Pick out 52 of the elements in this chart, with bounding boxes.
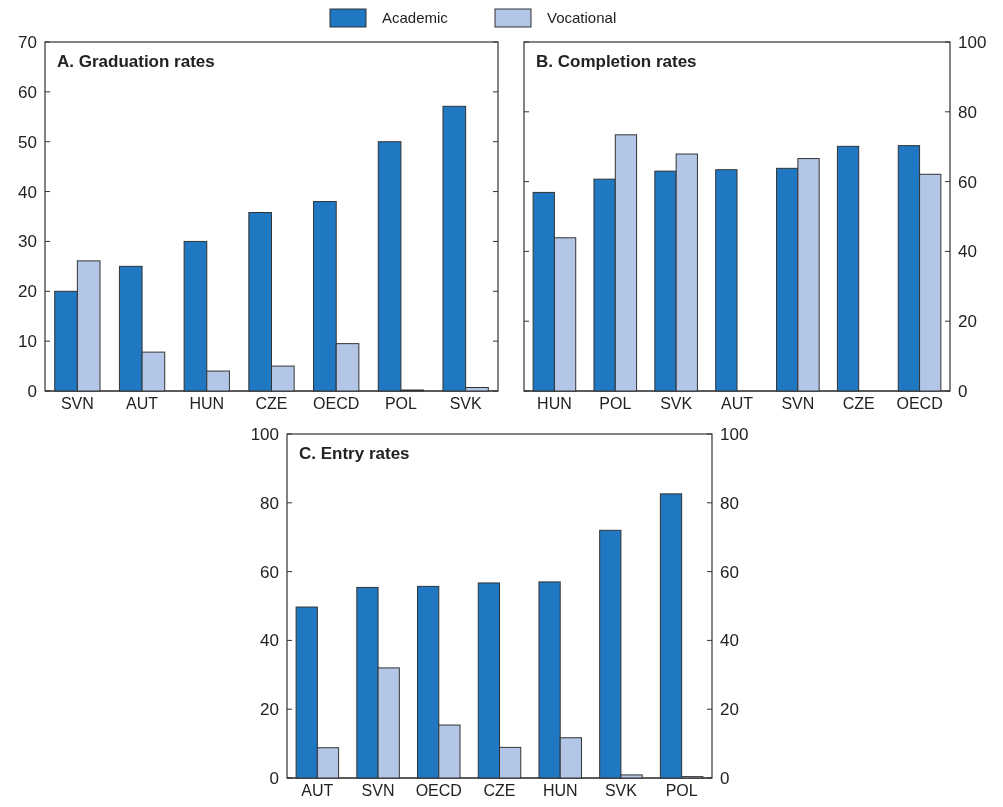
y2-tick-label: 40: [720, 631, 739, 651]
y-tick-label: 20: [18, 282, 37, 302]
y-tick-label: 50: [18, 132, 37, 152]
x-tick-label: POL: [384, 395, 418, 412]
y-tick-label: 60: [18, 82, 37, 102]
text: A. Graduation rates: [57, 52, 215, 71]
y-tick-label: 40: [260, 631, 279, 651]
x-tick-label: AUT: [721, 395, 754, 412]
x-tick-label: HUN: [537, 395, 572, 412]
x-tick-label: CZE: [483, 782, 516, 799]
text: C. Entry rates: [299, 444, 410, 463]
y2-tick-label: 60: [720, 562, 739, 582]
x-tick-label: HUN: [189, 395, 225, 412]
x-tick-label: OECD: [896, 395, 943, 412]
x-tick-label: OECD: [415, 782, 462, 799]
x-tick-label: SVK: [449, 395, 482, 412]
y-tick-label: 100: [250, 424, 279, 444]
legend-label: Academic: [382, 9, 449, 27]
y2-tick-label: 80: [720, 493, 739, 513]
y-tick-label: 0: [269, 768, 279, 788]
x-tick-label: OECD: [313, 395, 360, 412]
y-tick-label: 70: [18, 32, 37, 52]
y2-tick-label: 20: [958, 312, 977, 332]
x-tick-label: SVK: [604, 782, 638, 799]
x-tick-label: POL: [599, 395, 632, 412]
y2-tick-label: 100: [720, 424, 749, 444]
y2-tick-label: 0: [958, 381, 968, 401]
y-tick-label: 40: [18, 182, 37, 202]
y-tick-label: 60: [260, 562, 279, 582]
y-tick-label: 20: [260, 700, 279, 720]
x-tick-label: SVN: [781, 395, 815, 412]
x-tick-label: POL: [665, 782, 698, 799]
y2-tick-label: 100: [958, 32, 987, 52]
text: B. Completion rates: [536, 52, 697, 71]
x-tick-label: SVN: [60, 395, 94, 412]
legend-label: Vocational: [547, 9, 617, 27]
y-tick-label: 0: [27, 381, 37, 401]
x-tick-label: SVN: [361, 782, 395, 799]
y2-tick-label: 60: [958, 172, 977, 192]
x-tick-label: AUT: [126, 395, 159, 412]
x-tick-label: HUN: [542, 782, 578, 799]
x-tick-label: AUT: [301, 782, 334, 799]
y2-tick-label: 20: [720, 700, 739, 720]
y2-tick-label: 80: [958, 102, 977, 122]
y2-tick-label: 0: [720, 768, 730, 788]
x-tick-label: CZE: [842, 395, 875, 412]
x-tick-label: CZE: [255, 395, 288, 412]
y-tick-label: 80: [260, 493, 279, 513]
y-tick-label: 10: [18, 332, 37, 352]
y2-tick-label: 40: [958, 242, 977, 262]
y-tick-label: 30: [18, 232, 37, 252]
x-tick-label: SVK: [660, 395, 693, 412]
